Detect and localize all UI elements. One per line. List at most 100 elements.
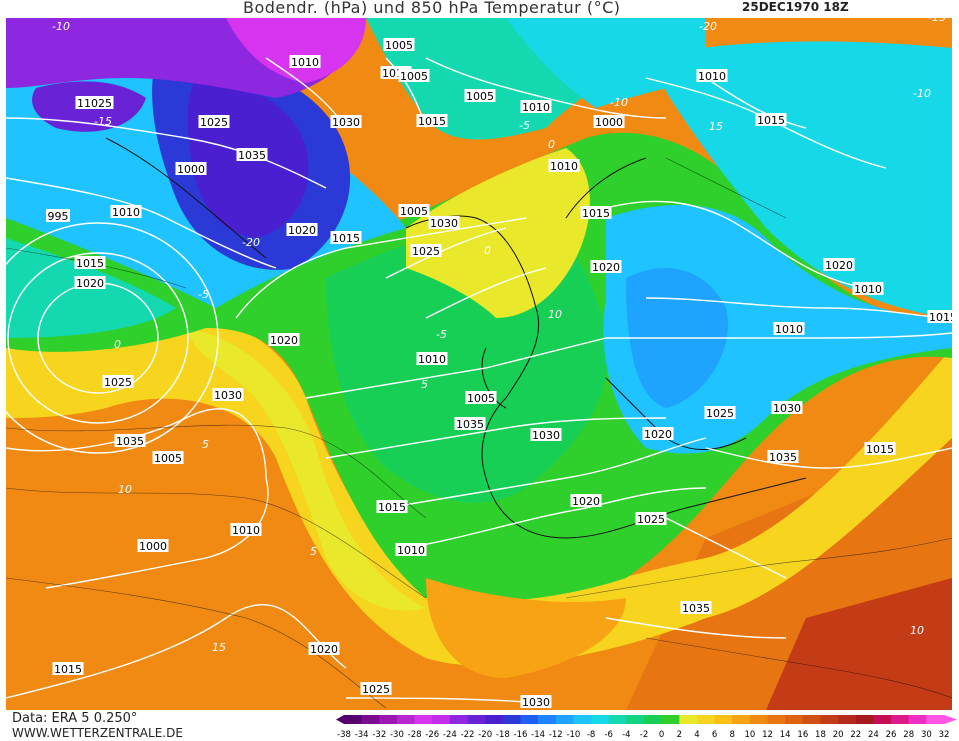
colorbar-tick-label: -34 [355, 730, 369, 739]
isobar-value: 1025 [412, 245, 440, 258]
temp-field-scandinavia-warm [406, 148, 590, 318]
isobar-label: 1035 [454, 417, 486, 431]
colorbar-swatch [767, 715, 786, 724]
temperature-isoline-label: 5 [310, 545, 317, 558]
colorbar-tick-label: 6 [712, 730, 717, 739]
isobar-value: 1000 [177, 163, 205, 176]
isobar-label: 1010 [416, 352, 448, 366]
isobar-value: 1020 [644, 428, 672, 441]
colorbar-swatch [802, 715, 821, 724]
isobar-value: 1035 [682, 602, 710, 615]
colorbar-tick-label: -20 [478, 730, 492, 739]
isobar-label: 1010 [230, 523, 262, 537]
temperature-colorbar: -38 -34 -32 -30 -28 -26 -24 -22 -20 -18 -16 -14 -12-… [336, 715, 957, 739]
colorbar-right-arrow [944, 715, 957, 724]
colorbar-tick-label: -22 [461, 730, 475, 739]
colorbar-swatch [785, 715, 804, 724]
colorbar-tick-label: 28 [903, 730, 914, 739]
colorbar-swatch [696, 715, 716, 724]
isobar-value: 1010 [854, 283, 882, 296]
isobar-value: 1010 [550, 160, 578, 173]
colorbar-swatch [820, 715, 839, 724]
isobar-value: 1025 [200, 116, 228, 129]
temperature-isoline-label: -10 [610, 96, 628, 109]
isobar-value: 1015 [378, 501, 406, 514]
isobar-value: 1015 [418, 115, 446, 128]
isobar-label: 1005 [464, 89, 496, 103]
isobar-label: 1020 [308, 642, 340, 656]
colorbar-swatch [679, 715, 698, 724]
isobar-value: 1020 [288, 224, 316, 237]
colorbar-tick-label: -10 [566, 730, 580, 739]
isobar-value: 1030 [532, 429, 560, 442]
isobar-value: 1020 [592, 261, 620, 274]
colorbar-swatch [520, 715, 539, 724]
isobar-value: 1025 [706, 407, 734, 420]
colorbar-tick-label: 20 [833, 730, 844, 739]
isobar-label: 1025 [82, 96, 114, 110]
isobar-value: 1005 [400, 70, 428, 83]
isobar-label: 1025 [635, 512, 667, 526]
isobar-value: 1030 [214, 389, 242, 402]
isobar-label: 1010 [696, 69, 728, 83]
isobar-value: 1030 [430, 217, 458, 230]
colorbar-tick-label: 30 [921, 730, 932, 739]
temp-field-northeast [646, 41, 952, 318]
isobar-value: 1035 [769, 451, 797, 464]
colorbar-tick-label: -16 [514, 730, 528, 739]
isobar-label: 1000 [593, 115, 625, 129]
isobar-value: 1010 [397, 544, 425, 557]
isobar-label: 1000 [175, 162, 207, 176]
isobar-value: 1005 [400, 205, 428, 218]
temperature-isoline-label: 10 [910, 624, 924, 637]
isobar-label: 1010 [852, 282, 884, 296]
isobar-value: 1010 [775, 323, 803, 336]
isobar-value: 1015 [54, 663, 82, 676]
isobar-value: 1005 [466, 90, 494, 103]
colorbar-tick-label: -8 [587, 730, 595, 739]
isobar-label: 1025 [102, 375, 134, 389]
isobar-value: 1025 [104, 376, 132, 389]
isobar-value: 1020 [825, 259, 853, 272]
coastlines [105, 137, 807, 539]
colorbar-swatch [432, 715, 451, 724]
colorbar-tick-label: -28 [408, 730, 422, 739]
isobar-label: 1020 [590, 260, 622, 274]
isobar-value: 1020 [310, 643, 338, 656]
isobar-value: 1030 [522, 696, 550, 709]
isobar-label: 1035 [680, 601, 712, 615]
isobar-value: 1010 [291, 56, 319, 69]
isobar-value: 1035 [116, 435, 144, 448]
temperature-isoline-label: 15 [212, 641, 226, 654]
temperature-isoline-label: -20 [242, 236, 260, 249]
isobar-value: 1010 [698, 70, 726, 83]
colorbar-swatch [485, 715, 504, 724]
isobar-label: 1035 [236, 148, 268, 162]
colorbar-swatch [873, 715, 892, 724]
temperature-isoline-label: -5 [198, 288, 209, 301]
colorbar-swatch [396, 715, 416, 724]
footer: Data: ERA 5 0.250° WWW.WETTERZENTRALE.DE… [0, 710, 959, 741]
temperature-isoline-label: 10 [118, 483, 132, 496]
isobar-label: 1020 [74, 276, 106, 290]
colorbar-swatch [591, 715, 610, 724]
isobar-label: 1030 [530, 428, 562, 442]
isobar-label: 1010 [520, 100, 552, 114]
temperature-isoline-label: 0 [114, 338, 121, 351]
temperature-isoline-label: -20 [699, 20, 717, 33]
temp-field-barents-cyan [506, 18, 706, 108]
isobar-value: 1035 [456, 418, 484, 431]
isotherms [6, 157, 952, 709]
isobar-label: 1015 [864, 442, 896, 456]
colorbar-tick-label: -24 [443, 730, 457, 739]
colorbar-tick-label: 12 [762, 730, 773, 739]
colorbar-swatch [908, 715, 927, 724]
colorbar-tick-label: 14 [780, 730, 791, 739]
temp-field-arctic-magenta [226, 18, 366, 83]
isobar-label: 1005 [398, 69, 430, 83]
temperature-isoline-label: 0 [548, 138, 555, 151]
temperature-isoline-label: 5 [421, 378, 428, 391]
colorbar-swatch [573, 715, 592, 724]
temp-field-far-southeast [766, 578, 952, 710]
isobar-label: 1010 [773, 322, 805, 336]
